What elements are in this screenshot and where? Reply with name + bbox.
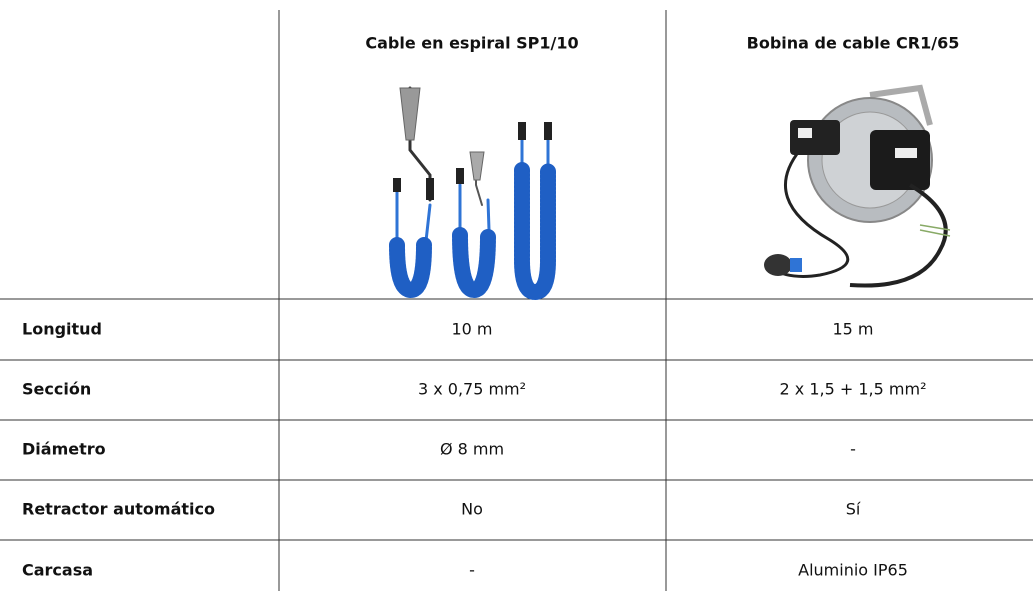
cell-value: 2 x 1,5 + 1,5 mm² [780, 380, 927, 399]
cell-value: 3 x 0,75 mm² [418, 380, 526, 399]
cell-value: - [469, 561, 475, 580]
cable-reel-image [764, 84, 951, 288]
row-label: Sección [22, 380, 91, 399]
cell-value: No [461, 500, 483, 519]
row-label: Retractor automático [22, 500, 215, 519]
cell-value: Sí [846, 500, 861, 519]
cell-value: Ø 8 mm [440, 440, 504, 459]
cell-value: Aluminio IP65 [798, 561, 908, 580]
row-label: Carcasa [22, 561, 93, 580]
cell-value: - [850, 440, 856, 459]
cell-value: 15 m [832, 320, 873, 339]
row-label: Longitud [22, 320, 102, 339]
row-label: Diámetro [22, 440, 106, 459]
cell-value: 10 m [451, 320, 492, 339]
column-header: Bobina de cable CR1/65 [747, 34, 960, 53]
column-header: Cable en espiral SP1/10 [365, 34, 578, 53]
coiled-cable-image [389, 86, 556, 301]
